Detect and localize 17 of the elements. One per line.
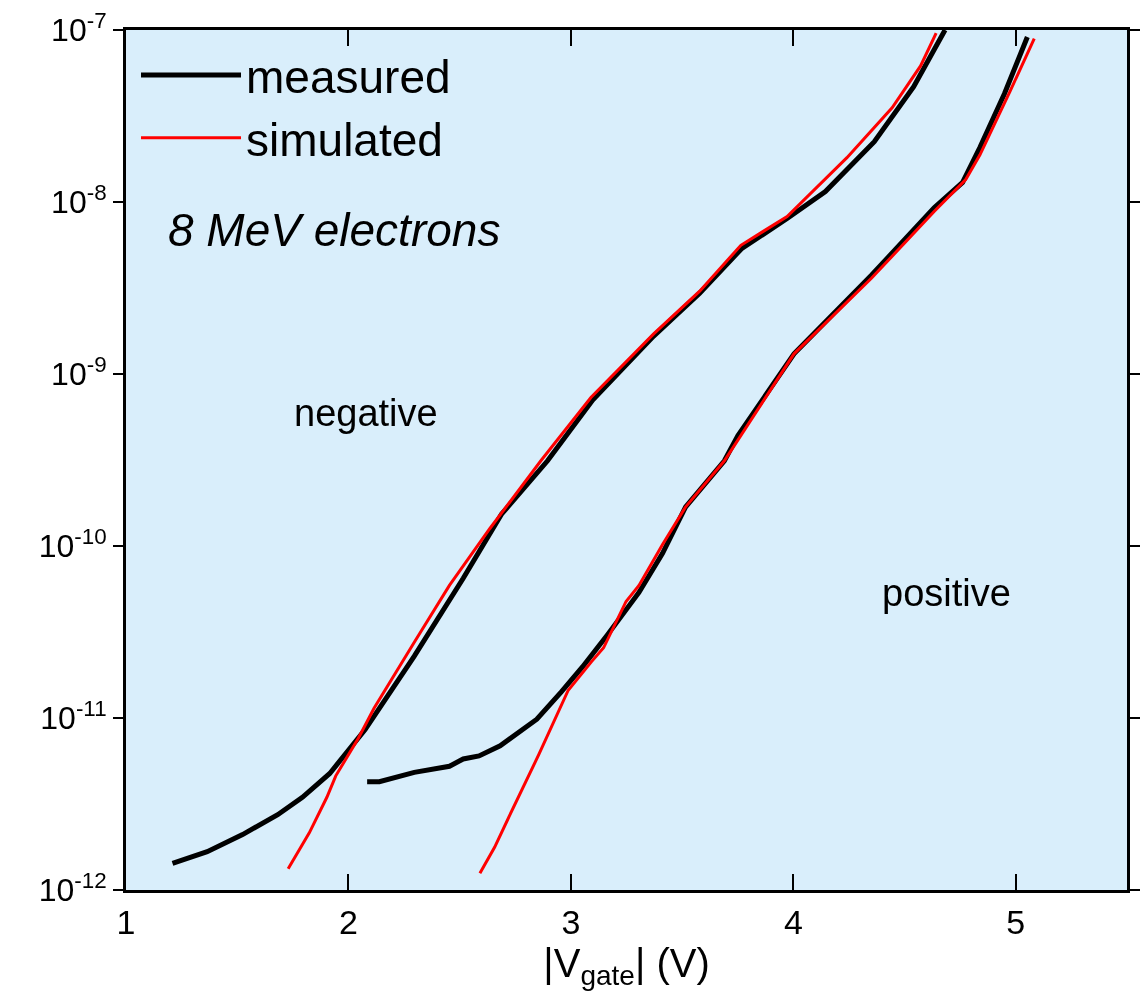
y-tick-label: 10$^{-11}$ — [40, 695, 107, 737]
annotation: negative — [294, 392, 438, 434]
x-axis-title: |V$_{gate}$| (V) — [543, 940, 710, 992]
annotation: 8 MeV electrons — [168, 204, 501, 256]
x-tick-label: 4 — [783, 902, 803, 941]
legend-label: simulated — [246, 113, 443, 166]
y-tick-label: 10$^{-12}$ — [38, 867, 107, 909]
x-tick-label: 2 — [338, 902, 358, 941]
legend-label: measured — [246, 50, 451, 103]
x-tick-label: 5 — [1006, 902, 1026, 941]
annotation: positive — [882, 572, 1011, 614]
y-tick-label: 10$^{-7}$ — [51, 7, 107, 49]
x-tick-label: 1 — [116, 902, 136, 941]
y-tick-label: 10$^{-10}$ — [38, 523, 107, 565]
y-tick-label: 10$^{-9}$ — [51, 351, 107, 393]
y-tick-label: 10$^{-8}$ — [51, 179, 107, 221]
x-tick-label: 3 — [561, 902, 581, 941]
